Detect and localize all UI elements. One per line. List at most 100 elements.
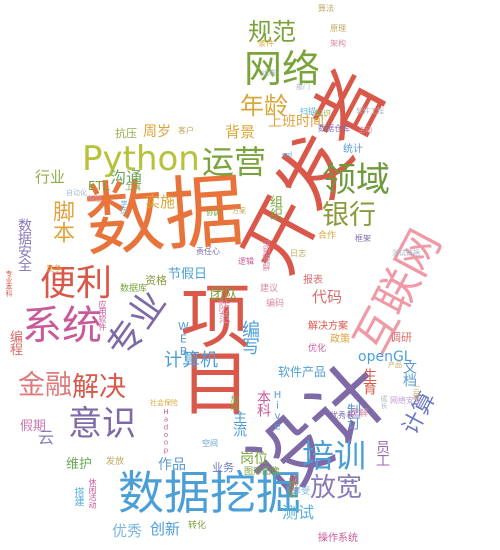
word-cloud-word: 知识	[315, 109, 331, 118]
word-cloud-word: 深刻理解	[262, 240, 271, 271]
word-cloud-word: 操作系统	[318, 533, 358, 544]
word-cloud-word: 便利	[40, 263, 113, 304]
word-cloud-word: 统计	[343, 144, 363, 155]
word-cloud-word: 作品	[158, 457, 186, 473]
word-cloud-word: 扫描	[300, 107, 316, 116]
word-cloud-word: 合作	[318, 231, 337, 241]
word-cloud-word: 社会保险	[150, 399, 178, 407]
word-cloud-word: 数据仓库	[318, 124, 350, 133]
word-cloud-word: 产品	[388, 361, 402, 369]
word-cloud-word: 主流	[231, 410, 247, 437]
word-cloud-word: Hive	[272, 390, 283, 432]
word-cloud-word: 运营	[202, 143, 267, 181]
word-cloud-word: 专业本科	[5, 270, 13, 297]
word-cloud-word: 周岁	[143, 124, 171, 140]
word-cloud-word: 调研	[390, 331, 412, 344]
word-cloud-word: 组织	[267, 195, 282, 220]
word-cloud-word: 应用软件	[98, 300, 107, 331]
word-cloud-word: 运维	[262, 69, 276, 77]
word-cloud-word: 行业	[35, 168, 66, 186]
word-cloud-word: 解决	[72, 372, 126, 403]
word-cloud-word: 专业	[99, 283, 175, 366]
word-cloud-word: 理解	[350, 409, 369, 419]
word-cloud-word: 报表	[303, 275, 323, 286]
word-cloud-word: 岗位	[240, 451, 268, 467]
word-cloud-word: 编程	[7, 330, 22, 355]
word-cloud-word: 放宽	[310, 473, 363, 503]
word-cloud-word: Hadoop	[162, 408, 170, 454]
word-cloud-word: 智能	[88, 195, 102, 203]
word-cloud-word: 方案	[232, 207, 246, 215]
word-cloud-word: 优秀者	[330, 411, 354, 420]
word-cloud-word: 业务	[212, 461, 234, 474]
word-cloud-word: 算法	[318, 4, 334, 13]
word-cloud-word: 生育	[361, 368, 377, 395]
word-cloud-word: 测试数据	[392, 249, 420, 257]
word-cloud-word: 沟通	[110, 168, 143, 187]
word-cloud-word: 金融	[18, 370, 72, 401]
word-cloud-word: 三年	[412, 385, 421, 401]
word-cloud-word: 团队	[210, 287, 238, 303]
word-cloud-word: sql	[282, 151, 293, 159]
word-cloud-word: 搭建	[72, 487, 83, 506]
word-cloud-word: 数据安全	[16, 218, 32, 272]
word-cloud-word: 自动化	[66, 189, 87, 197]
word-cloud-word: 网络	[244, 47, 321, 91]
word-cloud-word: 云	[38, 428, 55, 447]
word-cloud-word: 员工	[374, 440, 390, 467]
word-cloud-word: 项目	[169, 280, 251, 413]
word-cloud-word: 优化	[308, 344, 327, 354]
word-cloud-word: 建议	[260, 284, 279, 294]
word-cloud-word: 发放	[106, 457, 125, 467]
word-cloud-word: 上班时间	[268, 114, 324, 130]
word-cloud-word: 实施	[145, 193, 176, 211]
word-cloud-word: 本科	[255, 390, 271, 417]
word-cloud-word: 数据挖掘	[118, 466, 302, 520]
word-cloud-word: 培训	[302, 437, 367, 475]
word-cloud-word: 部门	[296, 83, 310, 91]
word-cloud-word: 系统	[22, 303, 102, 349]
word-cloud-word: 享受	[292, 487, 311, 497]
word-cloud-word: 代码	[312, 288, 343, 306]
word-cloud-word: 图形图像	[244, 467, 281, 477]
word-cloud-word: 补贴	[286, 480, 296, 498]
word-cloud-word: 维护	[66, 457, 93, 472]
word-cloud-word: 脚本	[49, 200, 74, 242]
word-cloud-word: 资格	[145, 274, 167, 287]
word-cloud-word: 协调	[206, 209, 220, 217]
word-cloud-word: 软件工程	[356, 107, 384, 115]
word-cloud-word: 测试	[282, 503, 315, 522]
word-cloud-word: 抗压	[115, 127, 137, 140]
word-cloud-word: 空间	[202, 439, 218, 448]
word-cloud-word: 意识	[68, 404, 136, 444]
word-cloud-word: 文档	[401, 360, 417, 387]
word-cloud-word: 编码	[266, 299, 285, 309]
word-cloud-word: 条件	[258, 39, 274, 48]
word-cloud-word: 防范	[217, 300, 231, 323]
word-cloud-word: 日志	[290, 249, 306, 258]
word-cloud-word: 年龄	[240, 92, 288, 120]
word-cloud-word: 成长	[380, 395, 388, 409]
word-cloud-word: 政策	[330, 334, 350, 345]
word-cloud-word: 领域	[322, 160, 390, 200]
word-cloud-word: 节假日	[168, 267, 208, 282]
word-cloud-word: 竞争	[46, 264, 62, 273]
word-cloud-word: Python	[82, 139, 200, 179]
word-cloud-word: 数据库	[120, 284, 148, 294]
word-cloud-word: 学历	[120, 200, 128, 214]
word-cloud-word: 规范	[248, 18, 296, 46]
word-cloud-word: 制订	[345, 403, 361, 430]
word-cloud-word: 休闲活动	[88, 478, 97, 509]
word-cloud-word: 背景	[225, 123, 256, 141]
word-cloud-word: 创新	[150, 520, 181, 538]
word-cloud-word: 解决方案	[308, 321, 348, 332]
word-cloud-word: 编写	[239, 320, 260, 355]
word-cloud-word: openGL	[358, 349, 412, 365]
word-cloud-word: 客户	[178, 126, 194, 135]
word-cloud-word: 加班	[230, 395, 239, 411]
word-cloud-word: 跟踪	[290, 475, 299, 491]
word-cloud-word: ETL	[88, 179, 110, 193]
word-cloud-word: 优秀	[112, 522, 143, 540]
word-cloud-word: 转化	[188, 521, 207, 531]
